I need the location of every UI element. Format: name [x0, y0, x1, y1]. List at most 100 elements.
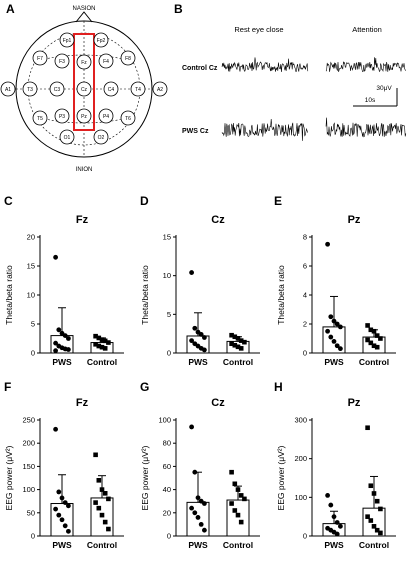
data-point: [192, 510, 198, 516]
svg-text:P3: P3: [59, 114, 65, 120]
data-point: [331, 339, 337, 344]
y-tick-label: 2: [303, 320, 307, 329]
y-tick-label: 250: [22, 416, 35, 425]
data-point: [53, 340, 58, 346]
data-point: [102, 519, 108, 525]
data-point: [102, 491, 108, 496]
chart-d: Cz Theta/beta ratio 0 5 10 15 PWS Control: [140, 214, 260, 367]
data-point: [96, 505, 102, 511]
eeg-col-rest: Rest eye close: [234, 25, 283, 34]
data-point: [238, 338, 244, 343]
electrode-cz: Cz: [76, 81, 92, 97]
data-point: [96, 478, 102, 483]
svg-text:O2: O2: [98, 135, 105, 141]
y-tick-label: 80: [163, 439, 171, 448]
data-point: [102, 346, 108, 351]
svg-text:Fp1: Fp1: [63, 38, 72, 44]
data-point: [242, 339, 247, 345]
electrode-fz: Fz: [76, 54, 92, 70]
data-point: [106, 526, 111, 532]
data-point: [202, 527, 207, 533]
data-point: [189, 505, 194, 511]
data-point: [378, 530, 383, 536]
svg-text:F7: F7: [37, 56, 43, 62]
data-point: [66, 528, 71, 534]
data-point: [371, 328, 377, 334]
chart-title: Pz: [348, 397, 361, 409]
data-point: [99, 487, 105, 492]
x-tick-label: PWS: [324, 540, 344, 550]
chart-title: Cz: [211, 397, 225, 409]
eeg-col-attention: Attention: [352, 25, 382, 34]
svg-text:A1: A1: [5, 87, 11, 93]
data-point: [325, 493, 330, 498]
eeg-row-control: Control Cz: [182, 65, 218, 72]
data-point: [99, 344, 105, 350]
data-point: [66, 336, 71, 341]
electrode-o2: O2: [93, 129, 109, 145]
data-point: [62, 333, 68, 338]
data-point: [238, 519, 244, 525]
panel-letter-f: F: [4, 380, 12, 394]
svg-text:Cz: Cz: [81, 87, 88, 93]
electrode-t3: T3: [22, 81, 38, 97]
eeg-row-pws: PWS Cz: [182, 128, 209, 135]
chart-h: Pz EEG power (μV²) 0 100 200 300 PWS Control: [276, 397, 396, 550]
y-axis-label: Theta/beta ratio: [4, 265, 14, 325]
data-point: [229, 341, 234, 347]
electrode-f4: F4: [98, 53, 114, 69]
data-point: [232, 334, 238, 340]
data-point: [374, 498, 380, 504]
y-tick-label: 200: [294, 454, 307, 463]
panel-letter-b: B: [174, 2, 183, 16]
svg-text:T4: T4: [135, 87, 141, 93]
data-point: [371, 524, 377, 529]
data-point: [235, 344, 241, 350]
x-tick-label: Control: [223, 540, 253, 550]
data-point: [328, 334, 334, 340]
y-tick-label: 20: [27, 233, 35, 242]
y-axis-label: EEG power (μV²): [276, 445, 286, 510]
data-point: [189, 424, 194, 430]
data-point: [334, 343, 340, 349]
electrode-f8: F8: [120, 50, 136, 66]
electrode-pz: Pz: [76, 108, 92, 124]
data-point: [198, 522, 204, 527]
eeg-traces: Rest eye close Attention Control Cz PWS …: [182, 25, 407, 141]
electrode-t6: T6: [120, 110, 136, 126]
data-point: [106, 340, 111, 345]
y-tick-label: 60: [163, 462, 171, 471]
x-tick-label: Control: [359, 357, 389, 367]
data-point: [93, 333, 98, 339]
y-tick-label: 0: [303, 532, 307, 541]
data-point: [238, 346, 244, 351]
trace-control-rest: [221, 57, 309, 73]
data-point: [374, 333, 380, 338]
data-point: [368, 483, 374, 489]
svg-text:T5: T5: [37, 116, 43, 122]
data-point: [53, 506, 58, 512]
data-point: [235, 512, 241, 518]
svg-text:C4: C4: [108, 87, 115, 93]
data-point: [96, 335, 102, 341]
data-point: [368, 518, 374, 523]
chart-f: Fz EEG power (μV²) 0 50 100 150 200 250 PWS Contr…: [4, 397, 124, 550]
data-point: [93, 342, 98, 347]
y-tick-label: 50: [27, 508, 35, 517]
data-point: [365, 425, 370, 431]
electrode-map: NASION INION Fp1 Fp2 F7 F3 Fz F4 F8 A1 T…: [0, 6, 168, 173]
data-point: [235, 487, 241, 492]
data-point: [59, 495, 65, 501]
data-point: [232, 481, 238, 487]
x-tick-label: Control: [223, 357, 253, 367]
panel-letter-d: D: [140, 194, 149, 208]
svg-text:F4: F4: [103, 59, 109, 65]
data-point: [202, 347, 207, 353]
panel-letter-h: H: [274, 380, 283, 394]
y-tick-label: 0: [167, 532, 171, 541]
data-point: [365, 323, 370, 328]
electrode-fp2: Fp2: [93, 32, 109, 48]
data-point: [374, 527, 380, 533]
y-axis-label: EEG power (μV²): [4, 445, 14, 510]
data-point: [66, 347, 71, 352]
